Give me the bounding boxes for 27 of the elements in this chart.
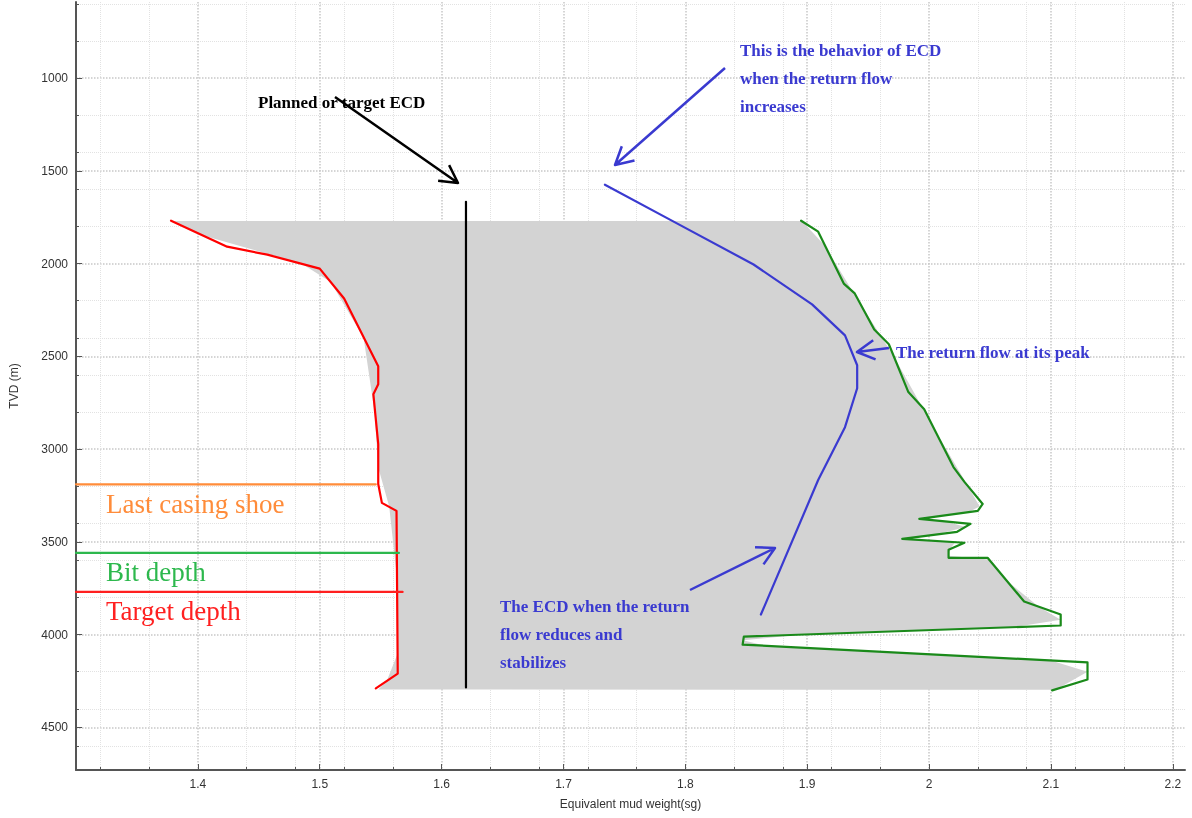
x-tick-label: 2.2 bbox=[1164, 777, 1182, 791]
annotation: Planned or target ECD bbox=[258, 92, 426, 112]
y-axis-title: TVD (m) bbox=[7, 363, 21, 409]
series-label: Last casing shoe bbox=[106, 488, 285, 519]
x-axis-title: Equivalent mud weight(sg) bbox=[559, 797, 702, 811]
series-label: Target depth bbox=[106, 596, 242, 627]
x-tick-label: 1.7 bbox=[555, 777, 573, 791]
y-tick-label: 4500 bbox=[41, 720, 69, 735]
x-tick-label: 2 bbox=[925, 777, 933, 791]
y-tick-label: 3500 bbox=[41, 534, 69, 549]
y-tick-label: 1500 bbox=[41, 163, 69, 178]
annotation: The ECD when the return flow reduces and stabilizes bbox=[500, 596, 691, 672]
y-tick-label: 2500 bbox=[41, 349, 69, 364]
series-label: Bit depth bbox=[106, 557, 207, 588]
y-tick-label: 2000 bbox=[41, 256, 69, 271]
x-tick-label: 1.6 bbox=[433, 777, 451, 791]
annotation: The return flow at its peak bbox=[895, 342, 1091, 362]
y-tick-label: 3000 bbox=[41, 442, 69, 457]
x-tick-label: 2.1 bbox=[1042, 777, 1060, 791]
y-tick-label: 4000 bbox=[41, 627, 69, 642]
x-tick-label: 1.8 bbox=[677, 777, 694, 791]
x-tick-label: 1.5 bbox=[311, 777, 329, 791]
x-tick-label: 1.4 bbox=[189, 777, 207, 791]
line-series bbox=[741, 219, 1089, 692]
y-tick-label: 1000 bbox=[41, 71, 69, 86]
x-tick-label: 1.9 bbox=[798, 777, 816, 791]
annotation: This is the behavior of ECD when the return flow increases bbox=[740, 40, 942, 116]
